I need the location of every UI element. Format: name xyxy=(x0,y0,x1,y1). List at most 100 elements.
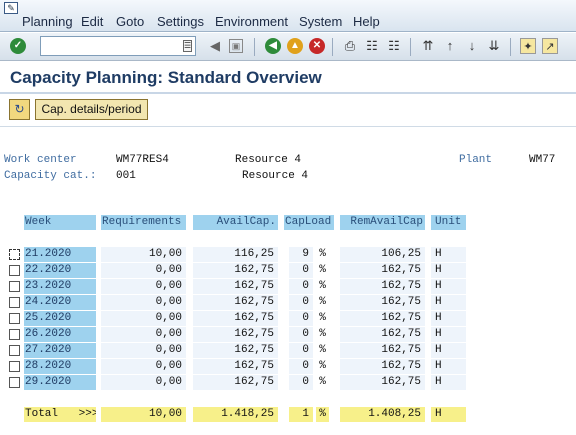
requirements-cell: 0,00 xyxy=(101,295,186,310)
column-header-week[interactable]: Week xyxy=(24,215,96,230)
week-cell[interactable]: 23.2020 xyxy=(24,279,96,294)
remavailcap-cell: 106,25 xyxy=(340,247,425,262)
menu-edit[interactable]: Edit xyxy=(81,14,104,29)
capload-cell: 0 xyxy=(289,343,313,358)
find-next-icon[interactable]: ☷ xyxy=(388,38,400,53)
availcap-cell: 162,75 xyxy=(193,359,278,374)
toolbar-separator xyxy=(254,38,255,56)
percent-sign: % xyxy=(319,312,326,324)
row-select-checkbox[interactable] xyxy=(9,329,20,340)
menu-planning[interactable]: Planning xyxy=(22,14,73,29)
exit-icon[interactable]: ▲ xyxy=(287,38,303,54)
previous-page-icon[interactable]: ↑ xyxy=(446,38,454,53)
week-cell[interactable]: 24.2020 xyxy=(24,295,96,310)
menu-system[interactable]: System xyxy=(299,14,343,29)
unit-cell: H xyxy=(431,263,466,278)
save-icon[interactable]: ▣ xyxy=(229,39,243,53)
column-header-remavailcap[interactable]: RemAvailCap xyxy=(340,215,425,230)
percent-sign: % xyxy=(319,328,326,340)
row-select-checkbox[interactable] xyxy=(9,265,20,276)
create-session-icon[interactable]: ✦ xyxy=(520,38,536,54)
toolbar-separator xyxy=(332,38,333,56)
next-page-icon[interactable]: ↓ xyxy=(468,38,476,53)
capload-cell: 9 xyxy=(289,247,313,262)
system-menu-icon[interactable]: ✎ xyxy=(4,2,18,14)
week-cell[interactable]: 22.2020 xyxy=(24,263,96,278)
print-icon[interactable]: ⎙ xyxy=(344,38,356,53)
capload-cell: 0 xyxy=(289,295,313,310)
availcap-cell: 162,75 xyxy=(193,279,278,294)
command-collapse-icon[interactable]: ◀ xyxy=(210,38,220,53)
refresh-icon[interactable]: ↻ xyxy=(9,99,30,120)
total-requirements: 10,00 xyxy=(101,407,186,422)
shortcut-icon[interactable]: ↗ xyxy=(542,38,558,54)
page-title: Capacity Planning: Standard Overview xyxy=(10,68,322,87)
requirements-cell: 0,00 xyxy=(101,327,186,342)
capload-cell: 0 xyxy=(289,311,313,326)
remavailcap-cell: 162,75 xyxy=(340,279,425,294)
unit-cell: H xyxy=(431,279,466,294)
cap-details-period-button[interactable]: Cap. details/period xyxy=(35,99,148,120)
row-select-checkbox[interactable] xyxy=(9,345,20,356)
requirements-cell: 0,00 xyxy=(101,359,186,374)
work-center-label: Work center xyxy=(4,154,77,166)
total-percent-sign: % xyxy=(316,407,329,422)
app-toolbar-divider xyxy=(0,126,576,127)
row-select-checkbox[interactable] xyxy=(9,281,20,292)
row-select-checkbox[interactable] xyxy=(9,249,20,260)
week-cell[interactable]: 21.2020 xyxy=(24,247,96,262)
total-remavailcap: 1.408,25 xyxy=(340,407,425,422)
menu-environment[interactable]: Environment xyxy=(215,14,288,29)
toolbar-separator xyxy=(510,38,511,56)
percent-sign: % xyxy=(319,280,326,292)
total-label: Total >>> xyxy=(24,407,96,422)
unit-cell: H xyxy=(431,375,466,390)
find-icon[interactable]: ☷ xyxy=(366,38,378,53)
row-select-checkbox[interactable] xyxy=(9,297,20,308)
first-page-icon[interactable]: ⇈ xyxy=(422,38,434,53)
availcap-cell: 162,75 xyxy=(193,311,278,326)
last-page-icon[interactable]: ⇊ xyxy=(488,38,500,53)
percent-sign: % xyxy=(319,360,326,372)
week-cell[interactable]: 25.2020 xyxy=(24,311,96,326)
remavailcap-cell: 162,75 xyxy=(340,327,425,342)
row-select-checkbox[interactable] xyxy=(9,377,20,388)
availcap-cell: 162,75 xyxy=(193,327,278,342)
total-arrows: >>> xyxy=(78,408,96,420)
cancel-icon[interactable]: ✕ xyxy=(309,38,325,54)
back-icon[interactable]: ◀ xyxy=(265,38,281,54)
capacity-cat-description: Resource 4 xyxy=(242,170,309,182)
week-cell[interactable]: 28.2020 xyxy=(24,359,96,374)
availcap-cell: 162,75 xyxy=(193,343,278,358)
column-header-capload[interactable]: CapLoad xyxy=(284,215,334,230)
percent-sign: % xyxy=(319,248,326,260)
week-cell[interactable]: 26.2020 xyxy=(24,327,96,342)
row-select-checkbox[interactable] xyxy=(9,313,20,324)
percent-sign: % xyxy=(319,344,326,356)
capload-cell: 0 xyxy=(289,375,313,390)
menu-goto[interactable]: Goto xyxy=(116,14,145,29)
column-header-requirements[interactable]: Requirements xyxy=(101,215,186,230)
availcap-cell: 162,75 xyxy=(193,375,278,390)
total-unit: H xyxy=(431,407,466,422)
command-history-icon[interactable]: ☰ xyxy=(183,40,192,52)
command-field[interactable]: ☰ xyxy=(40,36,196,56)
capacity-cat-label: Capacity cat.: xyxy=(4,170,97,182)
unit-cell: H xyxy=(431,327,466,342)
enter-icon[interactable]: ✓ xyxy=(10,38,26,54)
work-center-value: WM77RES4 xyxy=(116,154,169,166)
week-cell[interactable]: 29.2020 xyxy=(24,375,96,390)
standard-toolbar: ✓ ☰ ◀ ▣ ◀ ▲ ✕ ⎙ ☷ ☷ ⇈ ↑ ↓ ⇊ ✦ ↗ xyxy=(0,33,576,61)
row-select-checkbox[interactable] xyxy=(9,361,20,372)
column-header-availcap[interactable]: AvailCap. xyxy=(193,215,278,230)
work-center-description: Resource 4 xyxy=(235,154,302,166)
menu-settings[interactable]: Settings xyxy=(157,14,204,29)
menu-help[interactable]: Help xyxy=(353,14,380,29)
remavailcap-cell: 162,75 xyxy=(340,311,425,326)
capload-cell: 0 xyxy=(289,279,313,294)
column-header-unit[interactable]: Unit xyxy=(431,215,466,230)
week-cell[interactable]: 27.2020 xyxy=(24,343,96,358)
availcap-cell: 162,75 xyxy=(193,295,278,310)
requirements-cell: 10,00 xyxy=(101,247,186,262)
remavailcap-cell: 162,75 xyxy=(340,295,425,310)
